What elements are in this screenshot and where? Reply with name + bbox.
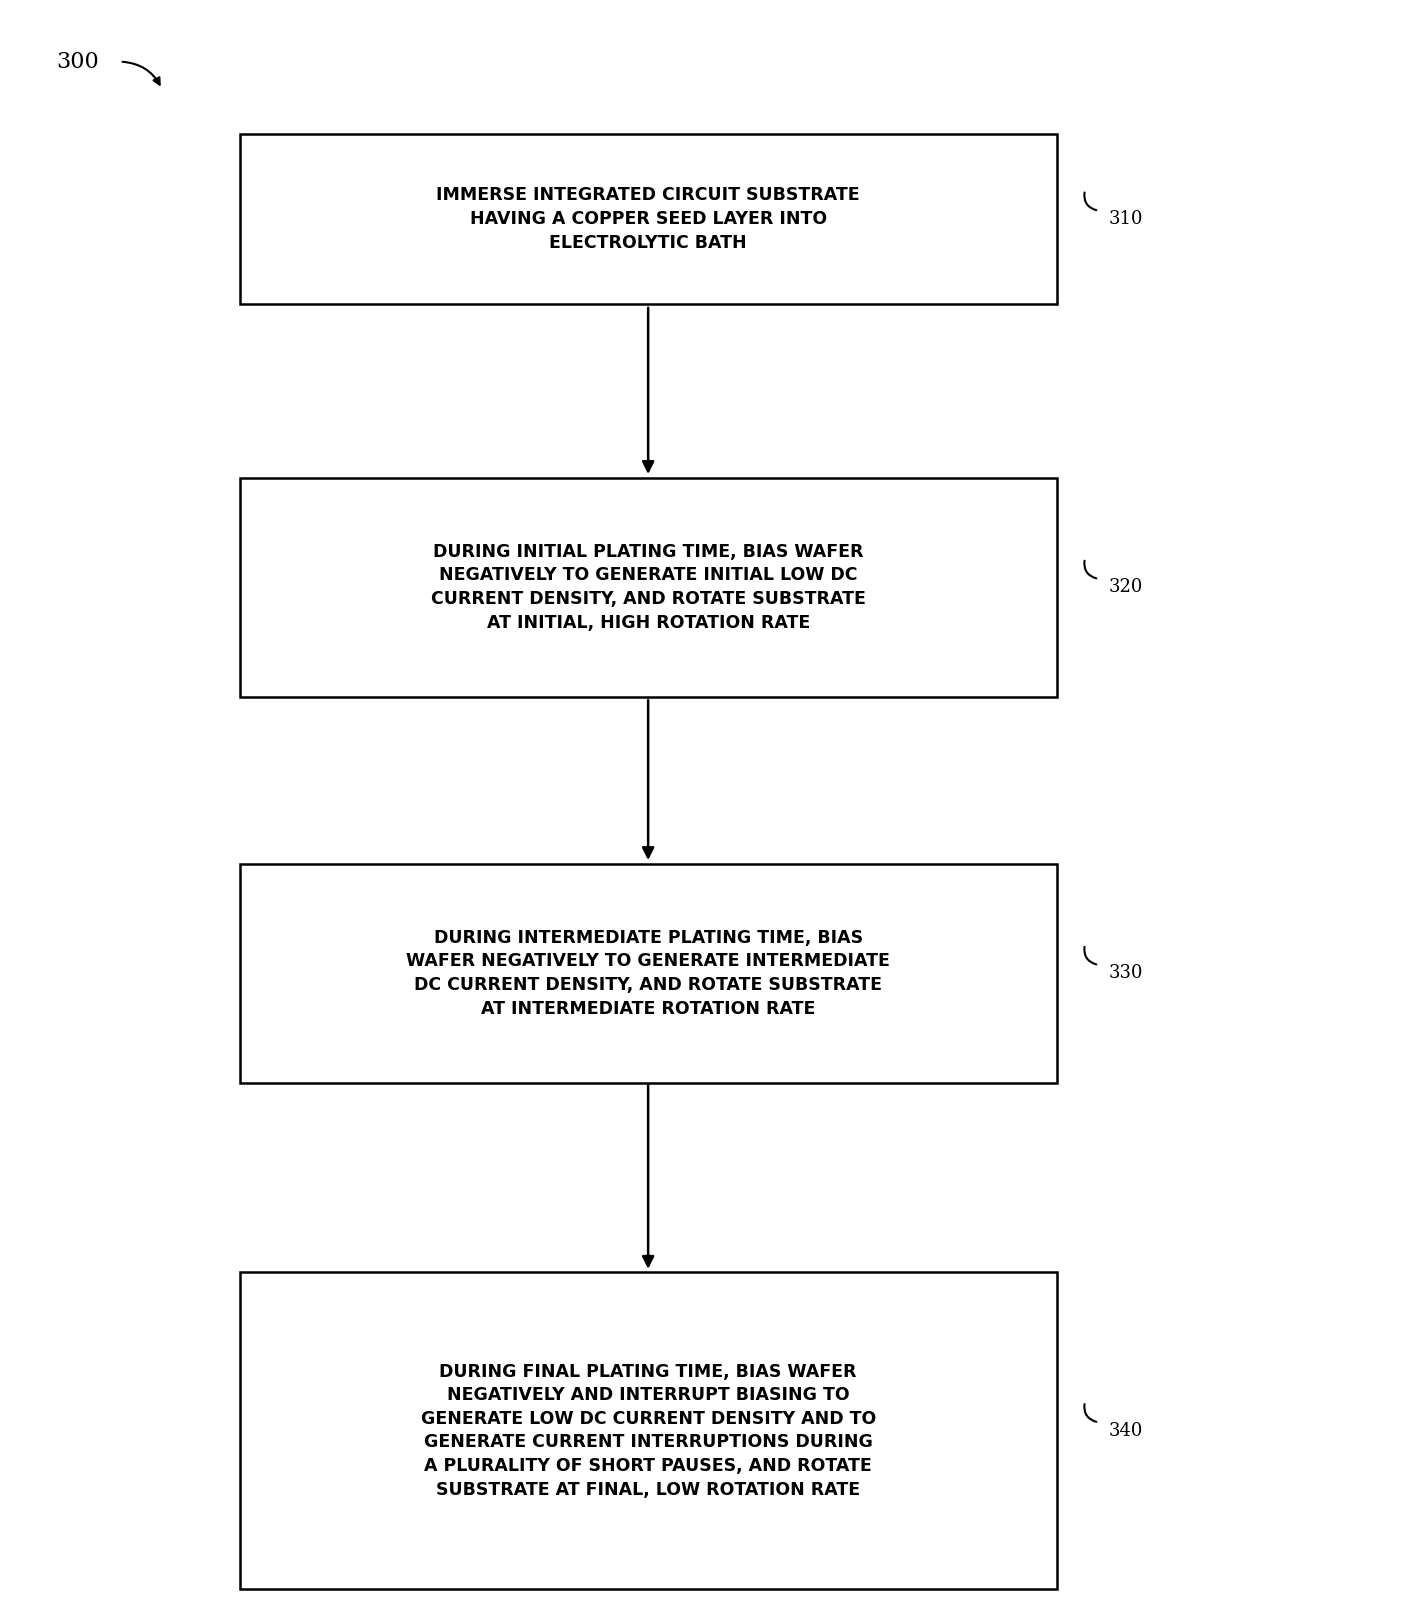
Text: 340: 340 — [1109, 1421, 1143, 1440]
FancyBboxPatch shape — [240, 478, 1057, 697]
Text: IMMERSE INTEGRATED CIRCUIT SUBSTRATE
HAVING A COPPER SEED LAYER INTO
ELECTROLYTI: IMMERSE INTEGRATED CIRCUIT SUBSTRATE HAV… — [437, 187, 859, 251]
Text: DURING INTERMEDIATE PLATING TIME, BIAS
WAFER NEGATIVELY TO GENERATE INTERMEDIATE: DURING INTERMEDIATE PLATING TIME, BIAS W… — [406, 929, 890, 1017]
Text: DURING FINAL PLATING TIME, BIAS WAFER
NEGATIVELY AND INTERRUPT BIASING TO
GENERA: DURING FINAL PLATING TIME, BIAS WAFER NE… — [420, 1362, 876, 1499]
Text: DURING INITIAL PLATING TIME, BIAS WAFER
NEGATIVELY TO GENERATE INITIAL LOW DC
CU: DURING INITIAL PLATING TIME, BIAS WAFER … — [431, 543, 865, 631]
Text: 300: 300 — [56, 50, 99, 73]
FancyBboxPatch shape — [240, 1272, 1057, 1590]
FancyBboxPatch shape — [240, 863, 1057, 1083]
Text: 330: 330 — [1109, 963, 1143, 983]
Text: 320: 320 — [1109, 577, 1143, 597]
FancyBboxPatch shape — [240, 135, 1057, 305]
Text: 310: 310 — [1109, 209, 1143, 229]
